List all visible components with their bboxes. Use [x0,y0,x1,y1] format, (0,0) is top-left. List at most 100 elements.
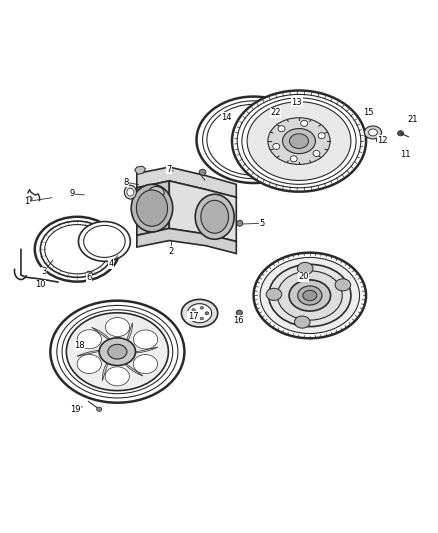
Text: 11: 11 [400,150,410,158]
Ellipse shape [148,187,164,199]
Text: 2: 2 [169,247,174,256]
Text: 19: 19 [70,405,81,414]
Polygon shape [92,327,113,343]
Ellipse shape [35,217,120,281]
Text: 5: 5 [260,219,265,228]
Ellipse shape [376,137,383,143]
Ellipse shape [236,310,242,316]
Polygon shape [77,350,105,357]
Text: 10: 10 [35,280,46,289]
Ellipse shape [277,271,342,320]
Ellipse shape [57,305,178,398]
Polygon shape [130,347,158,353]
Polygon shape [137,181,169,236]
Ellipse shape [200,317,204,320]
Ellipse shape [105,367,129,386]
Ellipse shape [273,143,280,149]
Text: 12: 12 [377,136,388,145]
Ellipse shape [45,224,110,274]
Ellipse shape [247,102,351,181]
Polygon shape [169,181,236,241]
Ellipse shape [40,221,114,277]
Text: 7: 7 [166,165,172,174]
Ellipse shape [402,149,410,157]
Ellipse shape [269,264,351,327]
Text: 15: 15 [363,109,374,117]
Ellipse shape [192,315,195,318]
Ellipse shape [181,300,218,327]
Ellipse shape [289,280,331,311]
Ellipse shape [86,271,92,277]
Polygon shape [125,322,132,344]
Ellipse shape [62,310,173,394]
Ellipse shape [237,94,361,188]
Ellipse shape [207,104,300,175]
Ellipse shape [136,190,168,227]
Ellipse shape [278,126,285,132]
Ellipse shape [106,318,130,336]
Text: 18: 18 [74,341,85,350]
Ellipse shape [97,407,102,411]
Ellipse shape [283,128,315,154]
Ellipse shape [192,309,195,311]
Ellipse shape [232,91,366,192]
Ellipse shape [201,200,229,233]
Ellipse shape [99,338,135,366]
Ellipse shape [303,290,317,301]
Ellipse shape [242,98,356,184]
Ellipse shape [298,286,322,305]
Ellipse shape [77,354,101,374]
Ellipse shape [84,225,125,257]
Ellipse shape [199,169,206,175]
Ellipse shape [187,304,212,322]
Polygon shape [122,361,143,376]
Ellipse shape [127,188,134,196]
Polygon shape [137,167,236,197]
Ellipse shape [134,330,158,349]
Ellipse shape [197,96,311,183]
Text: 3: 3 [41,267,46,276]
Ellipse shape [369,129,377,136]
Ellipse shape [294,316,310,328]
Text: 22: 22 [270,109,280,117]
Ellipse shape [297,262,313,274]
Text: 8: 8 [124,177,129,187]
Ellipse shape [364,126,381,139]
Ellipse shape [108,344,127,359]
Ellipse shape [290,156,297,162]
Text: 13: 13 [292,98,302,107]
Text: 16: 16 [233,316,244,325]
Ellipse shape [205,312,208,314]
Text: 20: 20 [298,272,309,281]
Ellipse shape [78,222,131,261]
Ellipse shape [131,184,173,232]
Polygon shape [137,229,236,254]
Text: 6: 6 [87,273,92,282]
Text: 17: 17 [188,312,198,321]
Ellipse shape [195,195,234,239]
Ellipse shape [77,330,102,349]
Polygon shape [102,359,110,381]
Ellipse shape [66,313,168,391]
Ellipse shape [301,120,308,126]
Text: 1: 1 [24,197,29,206]
Text: 14: 14 [222,113,232,122]
Ellipse shape [290,134,308,149]
Ellipse shape [254,253,366,338]
Text: 4: 4 [108,260,113,269]
Ellipse shape [313,150,320,157]
Ellipse shape [335,279,351,291]
Ellipse shape [27,197,32,201]
Ellipse shape [237,220,243,227]
Polygon shape [134,166,145,174]
Ellipse shape [266,288,282,301]
Ellipse shape [318,133,325,139]
Ellipse shape [202,101,304,179]
Text: 21: 21 [407,115,418,124]
Ellipse shape [200,306,204,309]
Ellipse shape [50,301,184,403]
Ellipse shape [124,185,136,199]
Text: 9: 9 [69,189,74,198]
Ellipse shape [268,118,330,165]
Ellipse shape [205,312,208,314]
